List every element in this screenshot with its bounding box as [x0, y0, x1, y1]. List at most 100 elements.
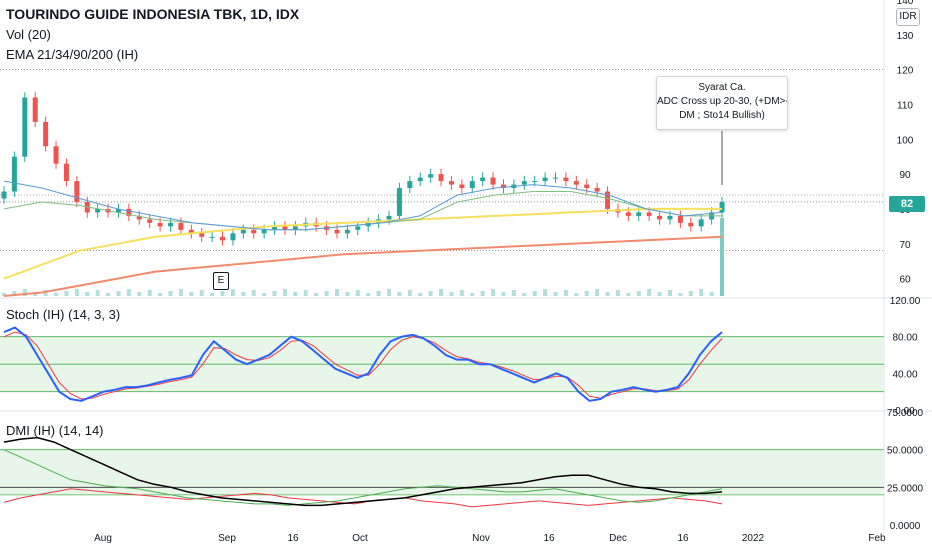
candle-body: [178, 222, 184, 230]
adx-line: [3, 436, 723, 507]
dmi-tick-label: 50.0000: [887, 446, 924, 457]
volume-bar: [553, 292, 558, 296]
candle-body: [1, 191, 7, 199]
candle-body: [625, 212, 631, 216]
volume-bar: [470, 293, 475, 296]
candle-body: [240, 229, 246, 234]
volume-bar: [657, 292, 662, 296]
plus-di-line: [3, 449, 723, 506]
signal-annotation[interactable]: Syarat Ca. ADC Cross up 20-30, (+DM>- DM…: [656, 76, 788, 130]
volume-bar: [158, 293, 163, 296]
price-pane[interactable]: [0, 69, 884, 297]
annotation-line-1: Syarat Ca.: [698, 82, 746, 93]
price-tick-label: 130: [897, 31, 914, 42]
time-axis[interactable]: Aug Sep 16 Oct Nov 16 Dec 16 2022 Feb: [94, 533, 886, 544]
candle-body: [521, 181, 527, 185]
candle-body: [188, 229, 194, 234]
time-tick-label: Oct: [352, 533, 368, 544]
volume-bar: [241, 292, 246, 296]
volume-bar: [636, 291, 641, 296]
volume-bar: [709, 292, 714, 296]
volume-bar: [178, 289, 183, 296]
volume-indicator-label[interactable]: Vol (20): [6, 27, 51, 42]
grid-layer: [0, 0, 932, 530]
time-tick-label: 2022: [742, 533, 765, 544]
price-tick-label: 120: [897, 66, 914, 77]
candle-body: [136, 215, 142, 220]
time-tick-label: Aug: [94, 533, 112, 544]
candle-body: [677, 215, 683, 223]
ema90-line: [3, 207, 722, 280]
annotation-line-2: ADC Cross up 20-30, (+DM>-: [657, 96, 787, 107]
candle-body: [22, 97, 28, 157]
volume-bar: [366, 293, 371, 296]
dmi-indicator-label[interactable]: DMI (IH) (14, 14): [6, 423, 104, 438]
candle-body: [43, 121, 49, 147]
dmi-tick-label: 75.0000: [887, 408, 924, 419]
volume-bar: [293, 292, 298, 296]
stoch-pane[interactable]: [0, 326, 884, 402]
volume-bar: [334, 289, 339, 296]
volume-bar: [314, 293, 319, 296]
candle-body: [282, 226, 288, 230]
volume-bar: [85, 292, 90, 296]
earnings-marker[interactable]: E: [213, 272, 229, 290]
candle-body: [490, 177, 496, 185]
volume-bar: [12, 291, 17, 296]
volume-bar: [522, 293, 527, 296]
price-tick-label: 140: [897, 0, 914, 7]
candle-body: [573, 181, 579, 185]
volume-bar: [355, 290, 360, 296]
last-price-tag: 82: [889, 196, 925, 212]
price-tick-label: 70: [899, 240, 911, 251]
candle-body: [220, 236, 226, 241]
volume-bar: [251, 290, 256, 296]
candle-body: [115, 208, 121, 213]
volume-bar: [397, 292, 402, 296]
currency-badge[interactable]: IDR: [896, 8, 920, 26]
price-axis[interactable]: 14013012011010090807060120.0080.0040.000…: [887, 0, 924, 532]
stoch-indicator-label[interactable]: Stoch (IH) (14, 3, 3): [6, 307, 121, 322]
volume-bar: [667, 290, 672, 296]
dmi-pane[interactable]: [0, 436, 884, 508]
volume-bar: [54, 293, 59, 296]
candle-body: [199, 233, 205, 237]
volume-bar: [116, 291, 121, 296]
stoch-tick-label: 80.00: [892, 333, 917, 344]
volume-bar: [147, 290, 152, 296]
volume-bar: [626, 293, 631, 296]
price-tick-label: 110: [897, 100, 913, 111]
volume-bar: [574, 293, 579, 296]
volume-bar: [584, 291, 589, 296]
candle-body: [261, 229, 267, 234]
candle-body: [157, 222, 163, 227]
volume-bar: [428, 291, 433, 296]
candle-body: [584, 184, 590, 189]
candle-body: [636, 212, 642, 216]
candle-body: [448, 181, 454, 185]
candle-body: [646, 212, 652, 216]
volume-bar: [126, 289, 131, 296]
candle-body: [532, 181, 538, 183]
volume-bar: [168, 291, 173, 296]
volume-bar: [501, 292, 506, 296]
volume-bar: [210, 293, 215, 296]
time-tick-label: 16: [543, 533, 555, 544]
volume-bar: [418, 293, 423, 296]
ema21-line: [3, 180, 723, 231]
candle-body: [667, 215, 673, 220]
candle-body: [251, 229, 257, 234]
dmi-tick-label: 0.0000: [890, 521, 921, 532]
candle-body: [355, 226, 361, 230]
volume-bar: [43, 290, 48, 296]
candle-body: [147, 219, 153, 223]
volume-bar: [137, 292, 142, 296]
annotation-line-3: DM ; Sto14 Bullish): [679, 110, 765, 121]
price-tick-label: 90: [899, 170, 911, 181]
dmi-tick-label: 25.0000: [887, 483, 924, 494]
time-tick-label: Feb: [868, 533, 886, 544]
candle-body: [438, 174, 444, 182]
candle-body: [63, 163, 69, 182]
ema-indicator-label[interactable]: EMA 21/34/90/200 (IH): [6, 47, 139, 62]
